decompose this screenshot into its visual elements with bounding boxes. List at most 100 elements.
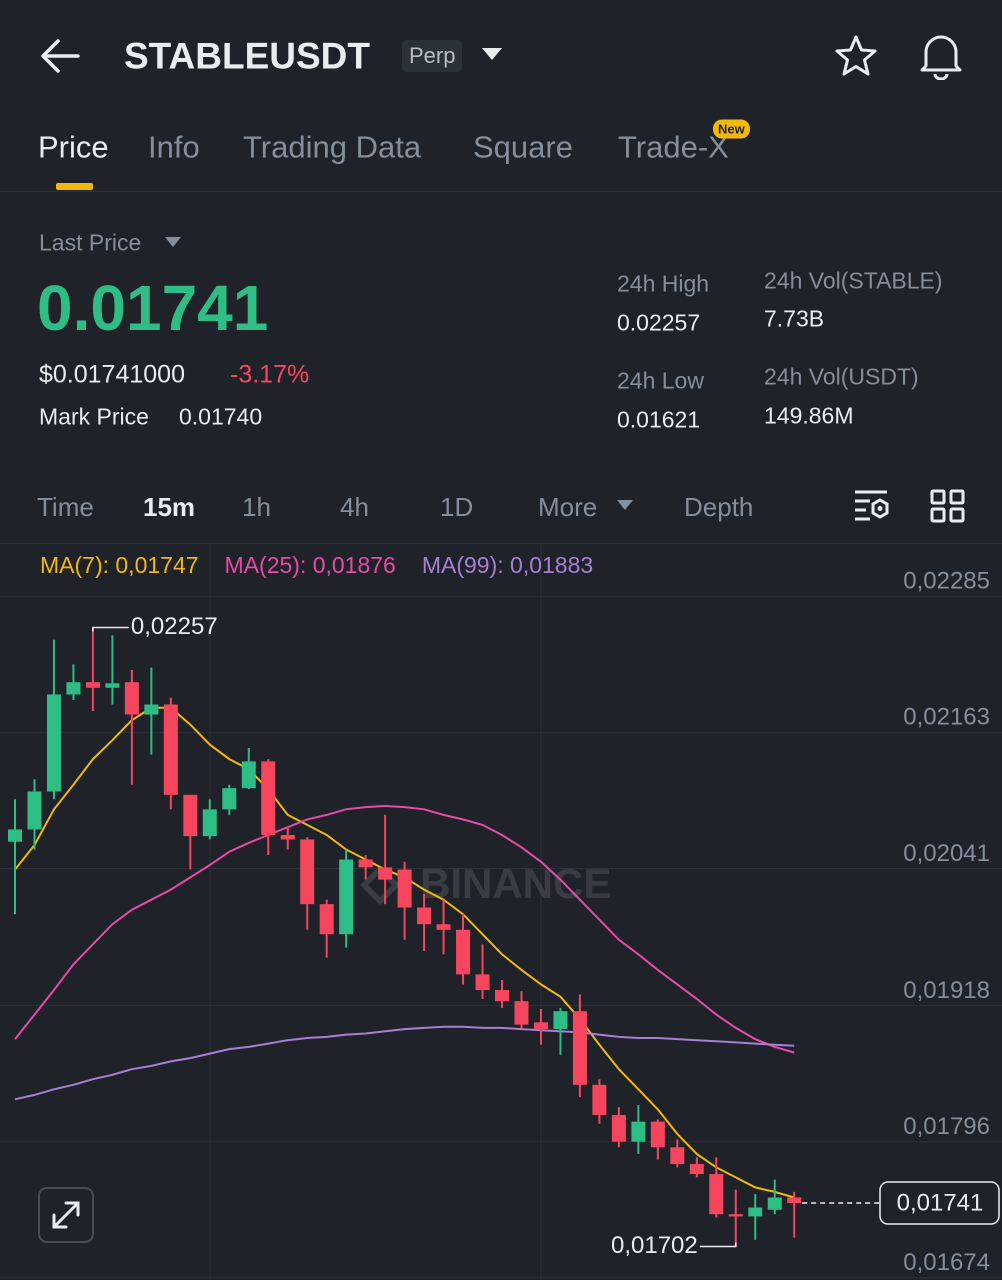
candle-body xyxy=(709,1174,724,1215)
watermark-text: BINANCE xyxy=(420,860,611,907)
high-marker-line xyxy=(92,626,129,632)
high-marker-label: 0,02257 xyxy=(131,613,218,640)
candle-body xyxy=(280,834,295,840)
candle-body xyxy=(631,1121,646,1142)
candle-body xyxy=(124,682,139,715)
indicator-settings-icon[interactable] xyxy=(852,488,892,524)
price-change: -3.17% xyxy=(230,360,310,389)
last-price-label[interactable]: Last Price xyxy=(39,229,142,256)
last-price-box xyxy=(879,1181,1000,1225)
candle-body xyxy=(650,1121,665,1148)
candle-body xyxy=(27,791,42,830)
stat-value: 7.73B xyxy=(764,305,825,332)
candle-body xyxy=(397,869,412,908)
candle-body xyxy=(417,907,432,925)
tab[interactable]: Price xyxy=(38,129,109,165)
candle-body xyxy=(8,829,22,842)
interval-option[interactable]: Depth xyxy=(684,492,754,522)
dropdown-icon[interactable] xyxy=(164,236,182,248)
candle-body xyxy=(261,761,276,835)
candle-body xyxy=(66,682,81,695)
candle-body xyxy=(611,1114,626,1142)
stat-value: 149.86M xyxy=(764,402,854,429)
stat-value: 0.01621 xyxy=(617,406,701,433)
ma-line xyxy=(14,804,795,1054)
candlestick-chart: BINANCE MA(7): 0,01747 MA(25): 0,01876 MA(… xyxy=(0,545,1002,1280)
tab[interactable]: Trading Data xyxy=(243,129,422,165)
candle-body xyxy=(144,704,159,715)
interval-option[interactable]: 15m xyxy=(143,492,196,522)
divider xyxy=(0,543,1002,544)
symbol-title: STABLEUSDT xyxy=(124,35,370,77)
candle-body xyxy=(241,761,256,789)
stat-label: 24h High xyxy=(617,270,710,297)
interval-option[interactable]: More xyxy=(538,492,598,522)
active-tab-indicator xyxy=(56,183,93,190)
y-tick-label: 0,01674 xyxy=(903,1249,990,1276)
notification-icon[interactable] xyxy=(918,32,964,80)
candle-body xyxy=(689,1164,704,1175)
divider xyxy=(0,191,1002,192)
new-badge: New xyxy=(713,119,750,139)
stat-label: 24h Vol(USDT) xyxy=(764,363,919,390)
expand-icon xyxy=(52,1201,80,1229)
perp-badge: Perp xyxy=(402,40,463,72)
candle-body xyxy=(358,859,373,868)
tab[interactable]: Info xyxy=(148,129,200,165)
interval-option[interactable]: Time xyxy=(37,492,94,522)
layout-icon[interactable] xyxy=(929,488,967,524)
candle-body xyxy=(533,1022,548,1030)
back-button[interactable] xyxy=(38,36,82,76)
stat-value: 0.02257 xyxy=(617,309,701,336)
candle-body xyxy=(475,974,490,991)
tab[interactable]: Square xyxy=(473,129,573,165)
stat-label: 24h Vol(STABLE) xyxy=(764,267,943,294)
candle-body xyxy=(163,704,178,795)
candle-body xyxy=(495,990,509,1002)
candle-body xyxy=(378,867,393,880)
candle-body xyxy=(85,682,100,688)
mark-price-label: Mark Price xyxy=(39,403,149,430)
ma-line xyxy=(14,1025,795,1101)
candle-body xyxy=(728,1214,743,1217)
candle-body xyxy=(514,1001,529,1025)
candle-body xyxy=(670,1147,685,1165)
favorite-icon[interactable] xyxy=(834,34,878,78)
fullscreen-button[interactable] xyxy=(38,1187,94,1243)
candle-body xyxy=(222,788,237,810)
y-tick-label: 0,02285 xyxy=(903,568,990,595)
y-tick-label: 0,01918 xyxy=(903,977,990,1004)
candle-body xyxy=(572,1011,587,1085)
candle-body xyxy=(787,1197,802,1204)
interval-option[interactable]: 1h xyxy=(242,492,271,522)
dropdown-icon[interactable] xyxy=(480,46,504,62)
candle-body xyxy=(456,929,471,975)
tab[interactable]: Trade-X xyxy=(618,129,729,165)
candle-body xyxy=(300,839,315,905)
legend-entry: MA(25): 0,01876 xyxy=(225,552,396,578)
stat-label: 24h Low xyxy=(617,367,704,394)
y-tick-label: 0,01796 xyxy=(903,1113,990,1140)
low-marker-line xyxy=(699,1242,737,1248)
y-tick-label: 0,02041 xyxy=(903,840,990,867)
candle-body xyxy=(553,1011,568,1030)
legend-entry: MA(7): 0,01747 xyxy=(40,552,199,578)
interval-option[interactable]: 1D xyxy=(440,492,474,522)
last-price: 0.01741 xyxy=(37,272,269,344)
interval-option[interactable]: 4h xyxy=(340,492,369,522)
candle-body xyxy=(339,859,354,935)
candle-body xyxy=(436,924,451,930)
candle-body xyxy=(748,1207,763,1217)
candle-body xyxy=(319,904,334,935)
dropdown-icon[interactable] xyxy=(616,499,634,511)
candle-body xyxy=(105,683,120,688)
candle-body xyxy=(202,809,217,837)
candle-body xyxy=(767,1197,782,1210)
candle-body xyxy=(46,694,61,792)
legend-entry: MA(99): 0,01883 xyxy=(422,552,593,578)
candle-body xyxy=(592,1084,607,1115)
mark-price: 0.01740 xyxy=(179,403,263,430)
y-tick-label: 0,02163 xyxy=(903,704,990,731)
candle-body xyxy=(183,794,198,837)
